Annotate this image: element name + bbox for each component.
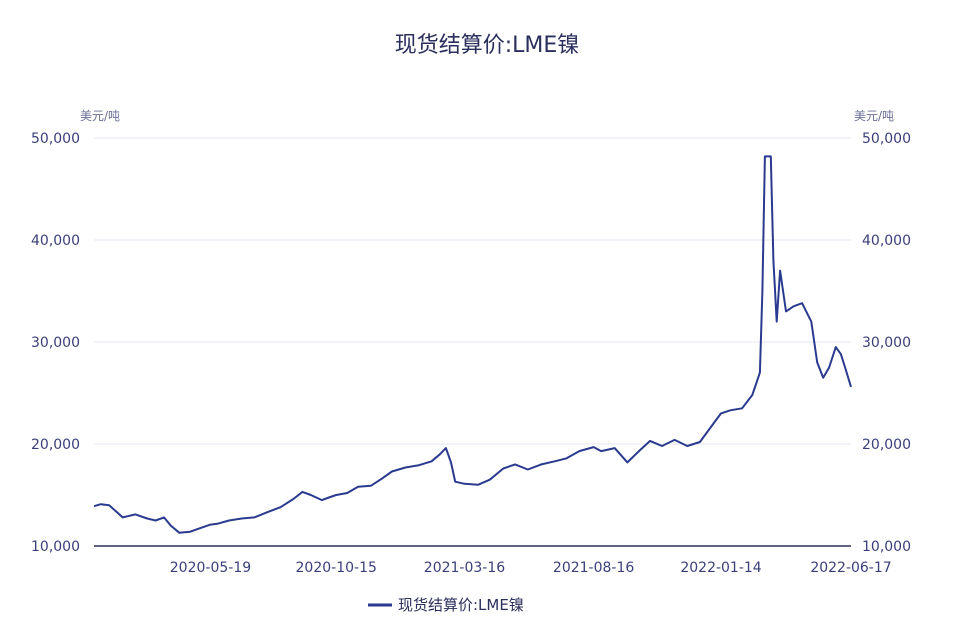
y-tick-label-right: 30,000 bbox=[862, 335, 911, 351]
chart-title: 现货结算价:LME镍 bbox=[395, 33, 580, 58]
legend: 现货结算价:LME镍 bbox=[368, 596, 524, 614]
y-tick-label-right: 10,000 bbox=[862, 539, 911, 555]
y-tick-label-left: 20,000 bbox=[31, 437, 80, 453]
y-tick-label-right: 20,000 bbox=[862, 437, 911, 453]
y-tick-label-left: 10,000 bbox=[31, 539, 80, 555]
x-tick-label: 2022-01-14 bbox=[680, 560, 761, 576]
series-line-lme-nickel bbox=[93, 155, 852, 534]
y-axis-right: 10,000 20,000 30,000 40,000 50,000 bbox=[862, 131, 911, 555]
x-tick-label: 2021-03-16 bbox=[424, 560, 505, 576]
y-tick-label-right: 50,000 bbox=[862, 131, 911, 147]
y-tick-label-left: 50,000 bbox=[31, 131, 80, 147]
y-tick-label-left: 40,000 bbox=[31, 233, 80, 249]
y-tick-label-right: 40,000 bbox=[862, 233, 911, 249]
x-axis: 2020-05-19 2020-10-15 2021-03-16 2021-08-16… bbox=[170, 560, 892, 576]
x-tick-label: 2021-08-16 bbox=[553, 560, 634, 576]
y-axis-unit-left: 美元/吨 bbox=[80, 109, 120, 123]
grid-lines bbox=[94, 137, 851, 445]
x-tick-label: 2020-10-15 bbox=[296, 560, 377, 576]
y-axis-unit-right: 美元/吨 bbox=[854, 109, 894, 123]
y-tick-label-left: 30,000 bbox=[31, 335, 80, 351]
x-tick-label: 2022-06-17 bbox=[810, 560, 891, 576]
legend-label: 现货结算价:LME镍 bbox=[398, 596, 524, 614]
y-axis-left: 10,000 20,000 30,000 40,000 50,000 bbox=[31, 131, 80, 555]
x-tick-label: 2020-05-19 bbox=[170, 560, 251, 576]
